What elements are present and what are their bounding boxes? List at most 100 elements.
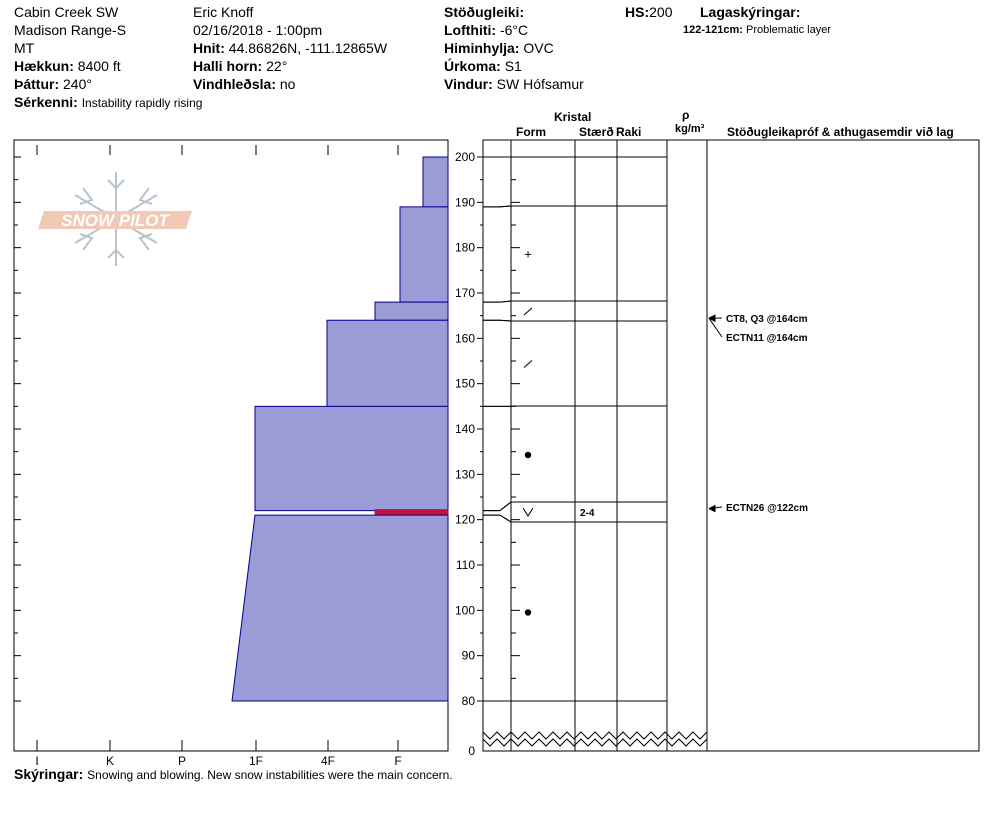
height-tick-label: 140 bbox=[455, 422, 475, 436]
hardness-ticks: I K P 1F 4F F bbox=[35, 145, 402, 768]
elevation: Hækkun: 8400 ft bbox=[14, 58, 121, 74]
tests-header: Stöðugleikapróf & athugasemdir við lag bbox=[727, 125, 954, 139]
features: Sérkenni: Instability rapidly rising bbox=[14, 94, 202, 110]
axis-break-zigzag bbox=[482, 738, 708, 747]
height-tick-label: 180 bbox=[455, 241, 475, 255]
height-tick-label: 190 bbox=[455, 195, 475, 209]
hardness-layer bbox=[326, 319, 449, 407]
location: Cabin Creek SW bbox=[14, 4, 119, 20]
observer: Eric Knoff bbox=[193, 4, 254, 20]
crystal-table-frame bbox=[482, 139, 980, 752]
stability: Stöðugleiki: bbox=[444, 4, 524, 20]
hs: HS:200 bbox=[625, 4, 672, 20]
precip-value: S1 bbox=[504, 58, 522, 74]
hardness-tick-label: 1F bbox=[249, 754, 263, 768]
test-label: CT8, Q3 @164cm bbox=[726, 314, 808, 325]
aspect-label: Þáttur: bbox=[14, 76, 60, 92]
hardness-layers bbox=[231, 156, 449, 702]
height-tick-label: 160 bbox=[455, 331, 475, 345]
hardness-layer bbox=[254, 405, 449, 512]
air-temp-value: -6°C bbox=[499, 22, 529, 38]
density-unit-header: kg/m³ bbox=[675, 123, 705, 135]
layer-connector bbox=[483, 300, 512, 303]
height-tick-label: 150 bbox=[455, 377, 475, 391]
precip-label: Úrkoma: bbox=[444, 58, 501, 74]
height-tick-label: 90 bbox=[462, 649, 476, 663]
hardness-layer bbox=[374, 301, 449, 321]
layer-connector bbox=[483, 514, 512, 523]
height-tick-label: 110 bbox=[456, 558, 475, 572]
grain-size-label: 2-4 bbox=[580, 508, 595, 519]
axis-break-zigzag bbox=[482, 731, 708, 740]
legend-layer-label: 122-121cm: bbox=[683, 24, 743, 36]
stability-label: Stöðugleiki: bbox=[444, 4, 525, 20]
height-axis: 200 190 180 170 160 150 140 130 120 110 100 90 80 0 bbox=[455, 150, 483, 758]
wind-loading: Vindhleðsla: no bbox=[193, 76, 295, 92]
slope: Halli horn: 22° bbox=[193, 58, 287, 74]
test-arrow-icon bbox=[708, 314, 716, 323]
height-tick-label: 200 bbox=[455, 150, 475, 164]
hardness-tick-label: 4F bbox=[321, 754, 335, 768]
slope-label: Halli horn: bbox=[193, 58, 263, 74]
coords-label: Hnit: bbox=[193, 40, 225, 56]
sky-label: Himinhylja: bbox=[444, 40, 520, 56]
coords: Hnit: 44.86826N, -111.12865W bbox=[193, 40, 387, 56]
height-tick-label: 120 bbox=[455, 513, 475, 527]
height-tick-label: 100 bbox=[455, 603, 475, 617]
range: Madison Range-S bbox=[14, 22, 127, 38]
test-leader-line bbox=[708, 317, 723, 338]
snowpilot-logo-text: SNOW PILOT bbox=[61, 211, 170, 230]
hs-value: 200 bbox=[649, 4, 673, 20]
wind-loading-label: Vindhleðsla: bbox=[193, 76, 276, 92]
hardness-layer bbox=[422, 156, 449, 208]
crystal-table: +2-4 bbox=[482, 139, 980, 752]
hardness-tick-label: K bbox=[106, 754, 114, 768]
footer-notes: Skýringar: Snowing and blowing. New snow… bbox=[14, 766, 453, 782]
height-tick-label: 0 bbox=[468, 744, 475, 758]
wind-loading-value: no bbox=[279, 76, 296, 92]
legend-layer: 122-121cm: Problematic layer bbox=[683, 24, 831, 36]
test-label: ECTN26 @122cm bbox=[726, 503, 808, 514]
hardness-tick-label: P bbox=[178, 754, 186, 768]
grain-form-decomposing-icon bbox=[523, 360, 533, 368]
grain-form-precip-icon: + bbox=[524, 247, 532, 262]
features-label: Sérkenni: bbox=[14, 94, 78, 110]
legend-layer-value: Problematic layer bbox=[746, 24, 831, 36]
crystal-header: Kristal bbox=[554, 110, 592, 124]
hardness-layer bbox=[399, 206, 449, 303]
grain-form-surface-hoar-icon bbox=[522, 507, 534, 517]
slope-value: 22° bbox=[266, 58, 288, 74]
notes-label: Skýringar: bbox=[14, 766, 84, 782]
features-value: Instability rapidly rising bbox=[81, 96, 203, 110]
test-label: ECTN11 @164cm bbox=[726, 333, 808, 344]
rho-header: ρ bbox=[682, 108, 690, 122]
elevation-label: Hækkun: bbox=[14, 58, 74, 74]
aspect: Þáttur: 240° bbox=[14, 76, 92, 92]
coords-value: 44.86826N, -111.12865W bbox=[228, 40, 388, 56]
layer-connector bbox=[483, 514, 512, 523]
notes-value: Snowing and blowing. New snow instabilit… bbox=[87, 768, 453, 782]
snowpilot-logo: SNOW PILOT bbox=[38, 172, 192, 266]
hardness-layer bbox=[231, 514, 449, 702]
sky: Himinhylja: OVC bbox=[444, 40, 554, 56]
hardness-tick-label: F bbox=[394, 754, 401, 768]
stability-tests: CT8, Q3 @164cm ECTN11 @164cm ECTN26 @122cm bbox=[708, 314, 808, 514]
hs-label: HS: bbox=[625, 4, 650, 20]
height-tick-label: 80 bbox=[462, 694, 476, 708]
test-leader-line bbox=[708, 506, 723, 510]
height-tick-label: 130 bbox=[455, 467, 475, 481]
state: MT bbox=[14, 40, 35, 56]
moisture-header: Raki bbox=[616, 125, 642, 139]
wind-label: Vindur: bbox=[444, 76, 493, 92]
precip: Úrkoma: S1 bbox=[444, 58, 522, 74]
layer-connector bbox=[483, 501, 512, 512]
legend-label: Lagaskýringar: bbox=[700, 4, 801, 20]
datetime: 02/16/2018 - 1:00pm bbox=[193, 22, 323, 38]
grain-form-rounded-icon bbox=[524, 451, 532, 459]
elevation-value: 8400 ft bbox=[77, 58, 121, 74]
grain-form-decomposing-icon bbox=[523, 307, 533, 316]
air-temp-label: Lofthiti: bbox=[444, 22, 497, 38]
layer-connector bbox=[483, 319, 512, 322]
size-header: Stærð bbox=[579, 125, 614, 139]
